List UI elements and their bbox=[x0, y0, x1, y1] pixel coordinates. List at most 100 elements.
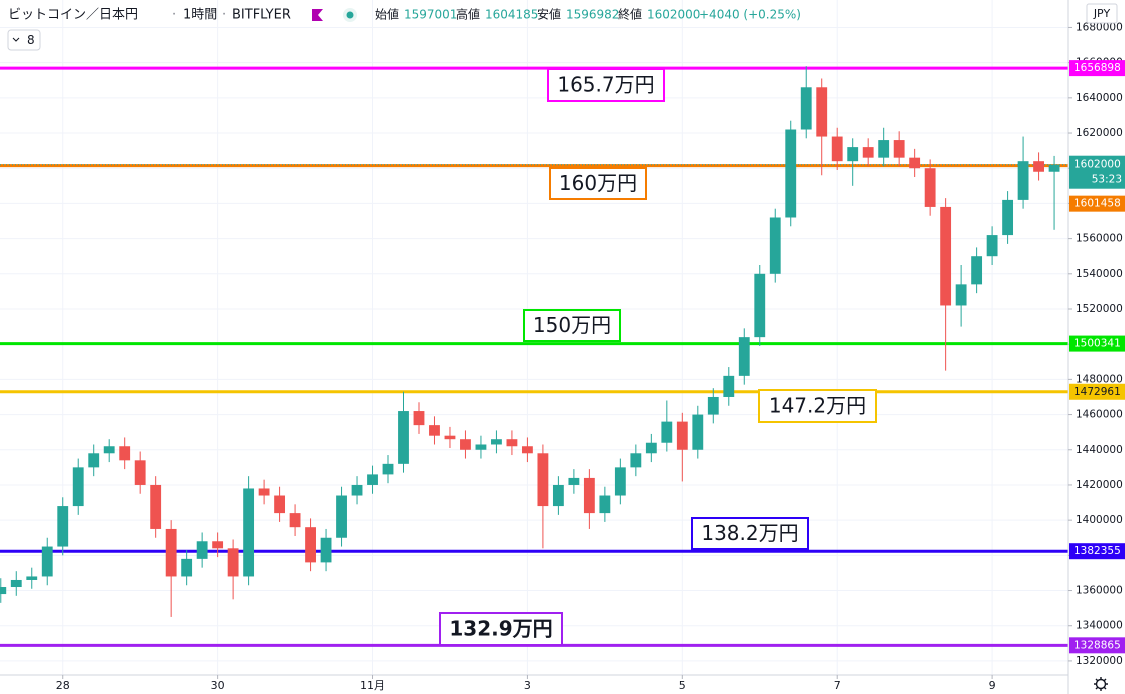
annotation-text: 147.2万円 bbox=[769, 394, 866, 418]
x-tick-label: 3 bbox=[524, 679, 531, 692]
change: +4040 (+0.25%) bbox=[699, 8, 801, 22]
candle-body bbox=[661, 421, 673, 443]
currency-box[interactable] bbox=[1086, 3, 1118, 24]
stat-label: 始値 bbox=[375, 7, 399, 22]
candle-body bbox=[1017, 161, 1029, 200]
level-price-tag bbox=[1069, 383, 1125, 400]
stat-label: 安値 bbox=[537, 7, 561, 22]
candle-body bbox=[506, 439, 518, 447]
stat-value: 1604185 bbox=[485, 8, 538, 22]
level-price-tag bbox=[1069, 637, 1125, 654]
candle-body bbox=[491, 439, 502, 445]
y-tick-label: 1560000 bbox=[1076, 233, 1123, 245]
candle-body bbox=[878, 140, 890, 158]
y-tick-label: 1640000 bbox=[1076, 92, 1123, 104]
candle-body bbox=[103, 446, 115, 454]
level-price-label: 1472961 bbox=[1074, 386, 1121, 398]
y-tick-label: 1360000 bbox=[1076, 585, 1123, 597]
y-tick-label: 1520000 bbox=[1076, 303, 1123, 315]
indicator-toggle[interactable] bbox=[7, 29, 41, 51]
separator: · bbox=[172, 8, 176, 23]
x-tick-label: 11月 bbox=[360, 679, 385, 692]
indicator-count: 8 bbox=[27, 33, 35, 47]
level-price-tag bbox=[1069, 335, 1125, 352]
candle-body bbox=[429, 425, 440, 436]
candle-body bbox=[150, 484, 162, 529]
candle-body bbox=[41, 546, 53, 577]
annotation-text: 165.7万円 bbox=[557, 73, 654, 97]
candle-body bbox=[413, 411, 425, 426]
candle-body bbox=[243, 488, 255, 577]
annotation-box bbox=[547, 68, 665, 102]
annotation-text: 132.9万円 bbox=[449, 617, 552, 641]
grid bbox=[0, 0, 1068, 675]
stat-value: 1596982 bbox=[566, 8, 619, 22]
level-price-label: 1656898 bbox=[1074, 62, 1121, 74]
candle-body bbox=[26, 576, 38, 580]
candle-body bbox=[258, 488, 270, 496]
annotation-text: 150万円 bbox=[533, 313, 611, 337]
candle-body bbox=[1002, 199, 1014, 236]
level-lines bbox=[0, 66, 1068, 647]
candle-body bbox=[955, 284, 967, 306]
x-tick-label: 7 bbox=[834, 679, 841, 692]
candle-body bbox=[72, 467, 84, 507]
candle-body bbox=[537, 453, 549, 507]
candle-body bbox=[831, 136, 843, 162]
candle-body bbox=[785, 129, 797, 218]
candle-body bbox=[692, 414, 704, 450]
candle-body bbox=[645, 442, 657, 454]
exchange: BITFLYER bbox=[232, 8, 291, 23]
candle-body bbox=[754, 273, 766, 338]
candle-body bbox=[552, 484, 564, 507]
level-price-tag bbox=[1069, 543, 1125, 560]
candle-body bbox=[676, 421, 688, 450]
stat-value: 1597001 bbox=[404, 8, 457, 22]
x-tick-label: 30 bbox=[211, 679, 225, 692]
level-price-label: 1382355 bbox=[1074, 545, 1121, 557]
y-tick-label: 1440000 bbox=[1076, 444, 1123, 456]
annotation-text: 160万円 bbox=[559, 171, 637, 195]
status-dot bbox=[346, 11, 354, 19]
y-tick-label: 1340000 bbox=[1076, 620, 1123, 632]
candle-body bbox=[289, 513, 301, 528]
settings-icon[interactable] bbox=[1094, 677, 1108, 691]
candle-body bbox=[893, 140, 905, 158]
chevron bbox=[12, 37, 20, 42]
y-tick-label: 1320000 bbox=[1076, 655, 1123, 667]
candle-body bbox=[971, 256, 983, 285]
level-price-label: 1601458 bbox=[1074, 198, 1121, 210]
y-tick-label: 1620000 bbox=[1076, 127, 1123, 139]
annotation-box bbox=[523, 309, 621, 342]
axes: 1320000134000013600001380000140000014200… bbox=[56, 21, 1125, 692]
interval: 1時間 bbox=[183, 8, 217, 23]
candle-body bbox=[630, 453, 642, 468]
annotation-box bbox=[691, 517, 809, 550]
candle-body bbox=[723, 375, 735, 397]
candle-body bbox=[57, 506, 69, 547]
candle-body bbox=[196, 541, 208, 559]
candle-body bbox=[924, 168, 936, 207]
candle-body bbox=[862, 147, 874, 158]
candle-body bbox=[460, 439, 471, 450]
x-tick-label: 28 bbox=[56, 679, 70, 692]
y-tick-label: 1680000 bbox=[1076, 21, 1123, 33]
x-tick-label: 5 bbox=[679, 679, 686, 692]
candle-body bbox=[583, 477, 595, 514]
stat-label: 終値 bbox=[618, 7, 642, 22]
candle-body bbox=[165, 528, 177, 577]
candle-body bbox=[816, 87, 828, 137]
candle-body bbox=[769, 217, 781, 274]
candle-body bbox=[212, 541, 224, 549]
annotation-box bbox=[758, 389, 877, 423]
annotation-text: 138.2万円 bbox=[701, 521, 798, 545]
level-price-tag bbox=[1069, 60, 1125, 77]
flag-icon[interactable] bbox=[312, 9, 323, 21]
candle-body bbox=[181, 558, 193, 577]
stat-value: 1602000 bbox=[647, 8, 700, 22]
candle-body bbox=[614, 467, 626, 496]
currency: JPY bbox=[1093, 7, 1111, 20]
candle-body bbox=[568, 477, 580, 485]
